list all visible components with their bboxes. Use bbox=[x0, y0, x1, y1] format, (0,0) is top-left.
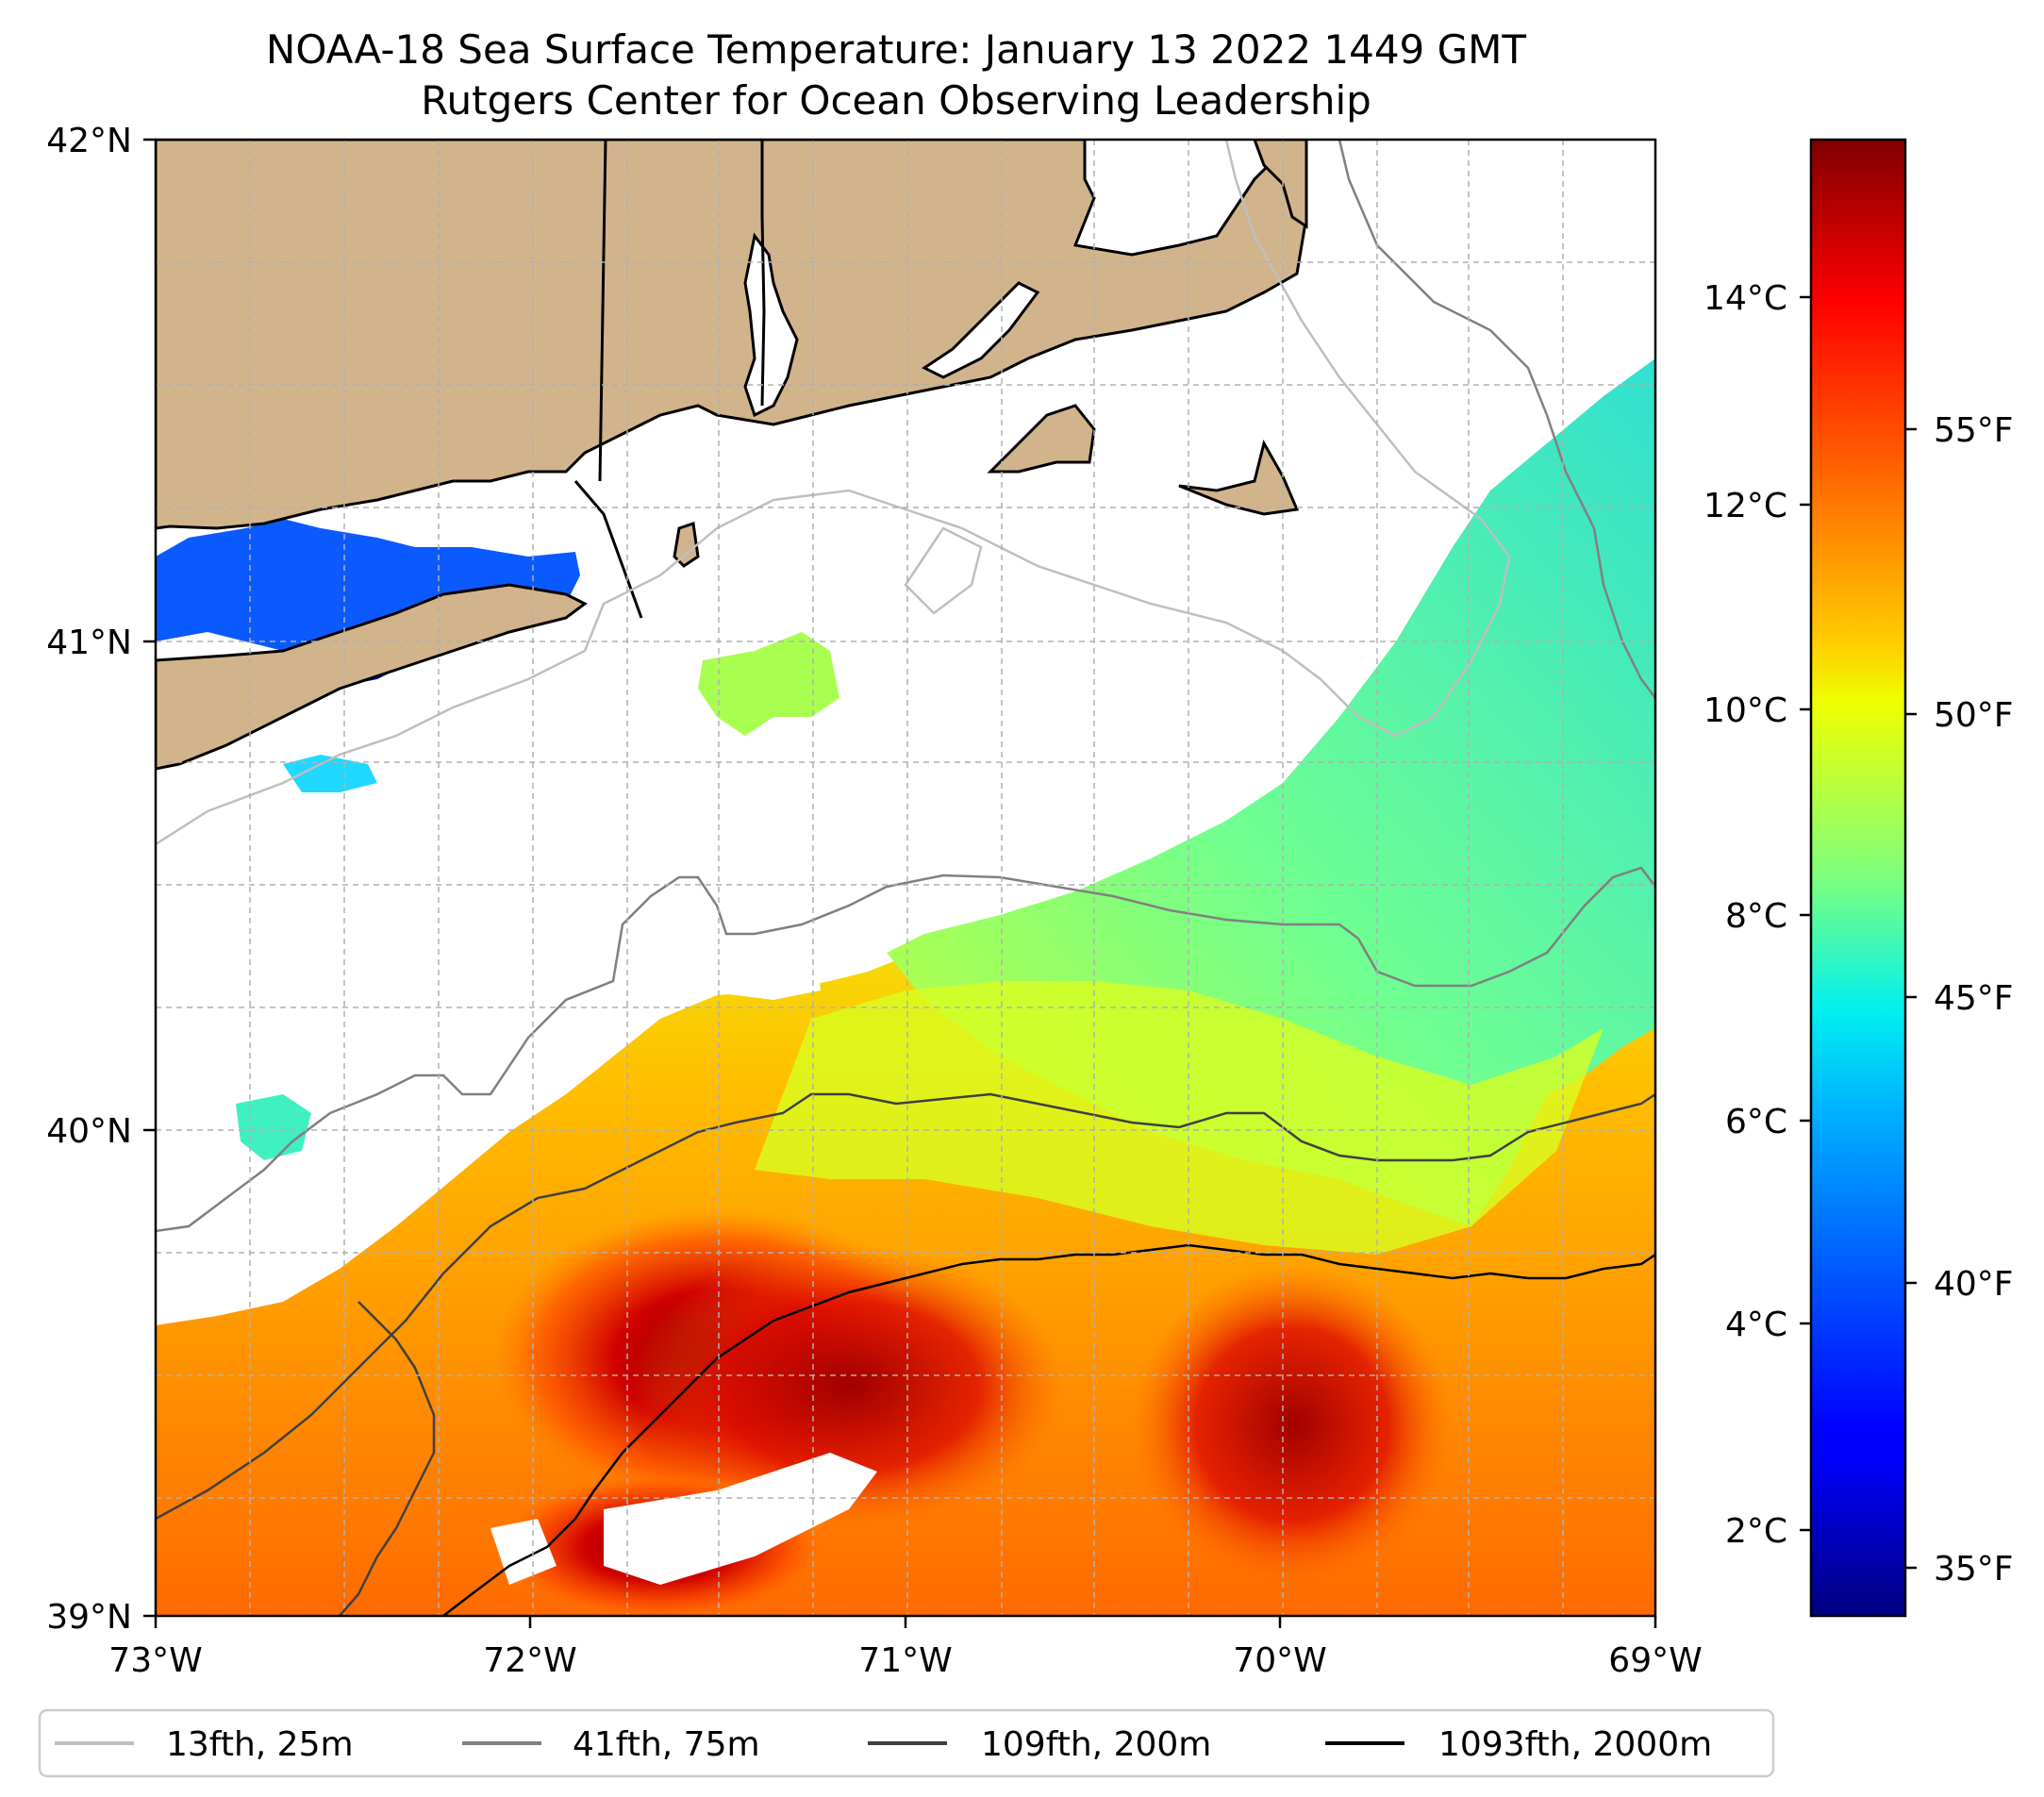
map-panel: 73°W 72°W 71°W 70°W 69°W 42°N 41°N 40°N … bbox=[46, 122, 1702, 1680]
sst-shelf-band bbox=[755, 981, 1604, 1255]
contour-25m-2 bbox=[904, 526, 983, 615]
contour-75m bbox=[156, 866, 1655, 1233]
colorbar-celsius-label: 8°C bbox=[1725, 897, 1787, 936]
water-buzzards-bay bbox=[922, 281, 1040, 379]
map-grid bbox=[156, 140, 1655, 1616]
land-marthas-vineyard bbox=[987, 404, 1096, 474]
lat-tick-label: 41°N bbox=[46, 624, 132, 662]
legend-label: 1093fth, 2000m bbox=[1438, 1725, 1712, 1764]
lon-tick-label: 71°W bbox=[858, 1641, 952, 1680]
sst-raster bbox=[156, 358, 1655, 1616]
colorbar-fahrenheit-label: 45°F bbox=[1934, 979, 2014, 1018]
contour-legend: 13fth, 25m 41fth, 75m 109fth, 200m 1093f… bbox=[38, 1708, 1775, 1778]
colorbar-fahrenheit-label: 55°F bbox=[1934, 411, 2014, 450]
contour-2000m bbox=[442, 1243, 1655, 1616]
legend-label: 41fth, 75m bbox=[573, 1725, 760, 1764]
state-border-ct-ri bbox=[598, 140, 607, 482]
contour-200m-loop bbox=[339, 1301, 436, 1616]
land-new-england bbox=[156, 140, 1308, 530]
colorbar-celsius-label: 2°C bbox=[1725, 1512, 1787, 1551]
colorbar-celsius-label: 6°C bbox=[1725, 1103, 1787, 1141]
lon-tick-label: 73°W bbox=[108, 1641, 202, 1680]
lat-tick-label: 40°N bbox=[46, 1112, 132, 1151]
lat-tick-label: 39°N bbox=[46, 1598, 132, 1637]
map-title: NOAA-18 Sea Surface Temperature: January… bbox=[265, 26, 1527, 73]
sst-offshore-patch-2 bbox=[283, 755, 377, 792]
land-cape-cod bbox=[1253, 140, 1308, 229]
land-masses bbox=[156, 140, 1308, 771]
sst-sound-cold-patch bbox=[156, 519, 580, 660]
colorbar-gradient bbox=[1809, 138, 1907, 1618]
contour-25m bbox=[156, 140, 1511, 846]
colorbar-celsius-label: 4°C bbox=[1725, 1306, 1787, 1344]
lon-tick-label: 70°W bbox=[1233, 1641, 1326, 1680]
land-block-island bbox=[673, 522, 700, 568]
colorbar-celsius-label: 12°C bbox=[1703, 487, 1787, 525]
colorbar-celsius-label: 14°C bbox=[1703, 279, 1787, 318]
sst-offshore-patch-1 bbox=[698, 632, 839, 736]
colorbar-fahrenheit-label: 40°F bbox=[1934, 1265, 2014, 1304]
nj-ny-border bbox=[573, 480, 643, 619]
legend-label: 109fth, 200m bbox=[981, 1725, 1211, 1764]
colorbar-fahrenheit-label: 50°F bbox=[1934, 696, 2014, 735]
map-subtitle: Rutgers Center for Ocean Observing Leade… bbox=[421, 77, 1371, 124]
land-long-island bbox=[156, 583, 588, 771]
state-border-ri-ma-2 bbox=[760, 216, 766, 407]
sst-warm-core-center bbox=[632, 1245, 1066, 1528]
colorbar-fahrenheit-label: 35°F bbox=[1934, 1550, 2014, 1589]
legend-label: 13fth, 25m bbox=[166, 1725, 354, 1764]
contour-200m bbox=[156, 1092, 1655, 1521]
sst-nodata-gap-west bbox=[156, 755, 821, 1321]
lon-tick-label: 72°W bbox=[483, 1641, 576, 1680]
colorbar-celsius-label: 10°C bbox=[1703, 691, 1787, 730]
colorbar-ticks bbox=[1800, 295, 1917, 1570]
lon-tick-label: 69°W bbox=[1608, 1641, 1702, 1680]
sst-nodata-hole-south bbox=[604, 1453, 877, 1585]
sst-offshore-patch-3 bbox=[236, 1094, 311, 1160]
axis-ticks bbox=[143, 138, 1657, 1628]
lat-tick-label: 42°N bbox=[46, 122, 132, 160]
water-narragansett-bay bbox=[743, 232, 799, 418]
sst-warm-core-east bbox=[1132, 1264, 1453, 1585]
colorbar: 14°C 12°C 10°C 8°C 6°C 4°C 2°C 55°F 50°F… bbox=[1703, 138, 2014, 1618]
